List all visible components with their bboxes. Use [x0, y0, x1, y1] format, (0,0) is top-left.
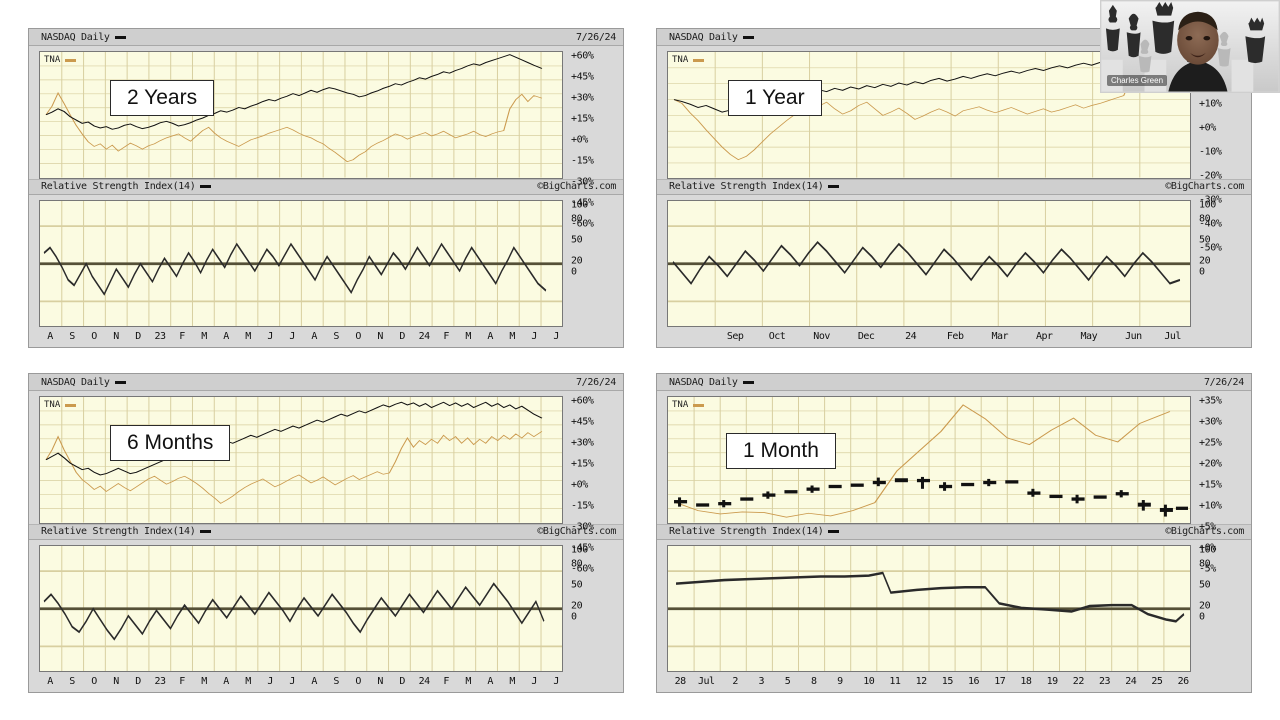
black-line-swatch-icon — [114, 380, 126, 384]
rsi-series-line — [43, 581, 545, 641]
timeframe-label: 1 Year — [728, 80, 822, 116]
price-y-axis: +60% +45% +30% +15% +0% -15% -30% -45% -60% — [571, 395, 594, 575]
rsi-plot-area[interactable] — [667, 199, 1191, 327]
tan-line-swatch-icon — [693, 58, 705, 62]
quote-date: 7/26/24 — [575, 376, 616, 388]
panel-title: NASDAQ Daily — [41, 31, 110, 43]
tna-series-line — [45, 431, 543, 504]
copyright-label: ©BigCharts.com — [1165, 526, 1244, 537]
rsi-series-svg — [668, 200, 1190, 326]
legend-label-tna: TNA — [44, 400, 61, 410]
tna-series-line — [673, 63, 1181, 161]
panel-title: NASDAQ Daily — [669, 376, 738, 388]
price-plot-area[interactable]: TNA 1 Month — [667, 396, 1191, 524]
rsi-y-axis: 100 80 50 20 0 — [571, 544, 588, 622]
rsi-series-svg — [668, 545, 1190, 671]
copyright-label: ©BigCharts.com — [537, 526, 616, 537]
black-line-swatch-icon — [742, 380, 754, 384]
nasdaq-candle-series — [674, 476, 1188, 517]
nasdaq-series-line — [45, 401, 543, 476]
rsi-plot-wrap: 100 80 50 20 0 — [29, 195, 623, 327]
series-legend: TNA — [672, 400, 705, 410]
price-plot-area[interactable]: TNA 2 Years — [39, 51, 563, 179]
chart-panel-one-month[interactable]: NASDAQ Daily 7/26/24 — [656, 373, 1252, 693]
rsi-header: Relative Strength Index(14) ©BigCharts.c… — [657, 178, 1251, 195]
price-y-axis: +60% +45% +30% +15% +0% -15% -30% -45% -60% — [571, 50, 594, 230]
panel-header: NASDAQ Daily 7/26/24 — [29, 374, 623, 391]
quote-date: 7/26/24 — [575, 31, 616, 43]
rsi-y-axis: 100 80 50 20 0 — [1199, 199, 1216, 277]
panel-header: NASDAQ Daily 7/26/24 — [29, 29, 623, 46]
tan-line-swatch-icon — [65, 403, 77, 407]
rsi-series-svg — [40, 200, 562, 326]
rsi-title: Relative Strength Index(14) — [669, 181, 824, 192]
rsi-plot-wrap: 100 80 50 20 0 — [29, 540, 623, 672]
timeframe-label: 6 Months — [110, 425, 231, 461]
chart-panel-two-years[interactable]: NASDAQ Daily 7/26/24 — [28, 28, 624, 348]
price-series-svg — [668, 52, 1190, 178]
presenter-figure — [1168, 11, 1228, 92]
series-legend: TNA — [672, 55, 705, 65]
legend-label-tna: TNA — [672, 55, 689, 65]
rsi-plot-area[interactable] — [667, 544, 1191, 672]
rsi-title: Relative Strength Index(14) — [41, 181, 196, 192]
black-line-swatch-icon — [200, 185, 212, 188]
rsi-plot-wrap: 100 80 50 20 0 — [657, 195, 1251, 327]
tan-line-swatch-icon — [693, 403, 705, 407]
panel-title: NASDAQ Daily — [669, 31, 738, 43]
price-y-axis: +35% +30% +25% +20% +15% +10% +5% +0% -5% — [1199, 395, 1222, 575]
rsi-header: Relative Strength Index(14) ©BigCharts.c… — [29, 178, 623, 195]
price-plot-wrap: TNA 1 Month +35% +30% +25% +20% +15% +10% +5… — [657, 391, 1251, 575]
black-line-swatch-icon — [828, 185, 840, 188]
copyright-label: ©BigCharts.com — [537, 181, 616, 192]
panel-header: NASDAQ Daily 7/26/24 — [657, 374, 1251, 391]
rsi-series-line — [672, 240, 1181, 285]
tna-series-line — [45, 91, 543, 163]
price-x-axis: Sep Oct Nov Dec 24 Feb Mar Apr May Jun Jul — [726, 331, 1182, 342]
rsi-title: Relative Strength Index(14) — [669, 526, 824, 537]
nasdaq-series-line — [45, 54, 543, 130]
rsi-y-axis: 100 80 50 20 0 — [571, 199, 588, 277]
black-line-swatch-icon — [114, 35, 126, 39]
rsi-plot-area[interactable] — [39, 544, 563, 672]
black-line-swatch-icon — [828, 530, 840, 533]
rsi-header: Relative Strength Index(14) ©BigCharts.c… — [29, 523, 623, 540]
price-plot-area[interactable]: TNA 6 Months — [39, 396, 563, 524]
timeframe-label: 1 Month — [726, 433, 836, 469]
white-chess-pieces — [1138, 31, 1231, 73]
black-line-swatch-icon — [742, 35, 754, 39]
rsi-plot-area[interactable] — [39, 199, 563, 327]
chart-panel-six-months[interactable]: NASDAQ Daily 7/26/24 — [28, 373, 624, 693]
series-legend: TNA — [44, 55, 77, 65]
series-legend: TNA — [44, 400, 77, 410]
price-x-axis: 28 Jul 2 3 5 8 9 10 11 12 15 16 17 18 19 22 23 24 25 26 — [674, 676, 1190, 687]
price-series-svg — [668, 397, 1190, 523]
rsi-header: Relative Strength Index(14) ©BigCharts.c… — [657, 523, 1251, 540]
panel-title: NASDAQ Daily — [41, 376, 110, 388]
quote-date: 7/26/24 — [1203, 376, 1244, 388]
rsi-y-axis: 100 80 50 20 0 — [1199, 544, 1216, 622]
presenter-name-label: Charles Green — [1107, 75, 1168, 86]
webcam-overlay[interactable]: Charles Green — [1100, 0, 1280, 93]
rsi-series-line — [43, 242, 547, 296]
price-plot-wrap: TNA 6 Months +60% +45% +30% +15% +0% -15% -3… — [29, 391, 623, 575]
legend-label-tna: TNA — [672, 400, 689, 410]
rsi-series-svg — [40, 545, 562, 671]
black-line-swatch-icon — [200, 530, 212, 533]
legend-label-tna: TNA — [44, 55, 61, 65]
gridlines — [668, 52, 1190, 178]
tna-series-line — [675, 404, 1171, 518]
rsi-series-line — [676, 571, 1185, 623]
rsi-plot-wrap: 100 80 50 20 0 — [657, 540, 1251, 672]
copyright-label: ©BigCharts.com — [1165, 181, 1244, 192]
timeframe-label: 2 Years — [110, 80, 215, 116]
chart-panel-one-year[interactable]: NASDAQ Daily 7/26/24 — [656, 28, 1252, 348]
tan-line-swatch-icon — [65, 58, 77, 62]
price-plot-wrap: TNA 2 Years +60% +45% +30% +15% +0% -15% -30… — [29, 46, 623, 230]
rsi-title: Relative Strength Index(14) — [41, 526, 196, 537]
